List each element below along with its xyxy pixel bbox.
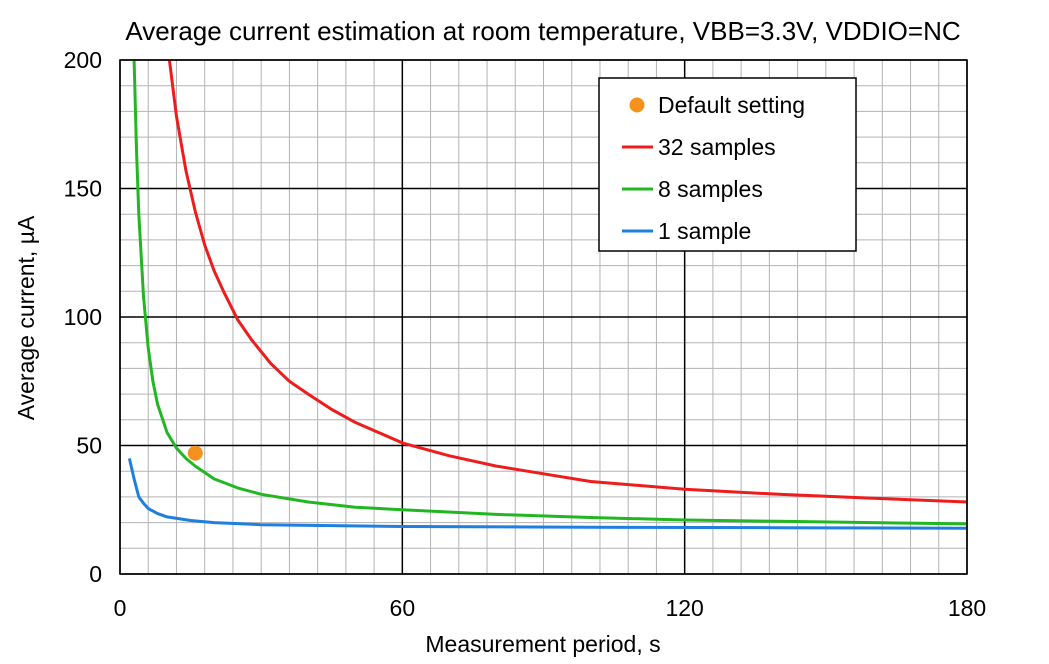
x-axis-ticks: 0 60 120 180 xyxy=(114,595,987,621)
series-layer xyxy=(127,59,968,530)
x-tick-label: 60 xyxy=(390,595,416,621)
legend-label-32-samples: 32 samples xyxy=(658,134,776,160)
series-line-32-samples xyxy=(167,59,968,504)
legend-label-8-samples: 8 samples xyxy=(658,176,763,202)
y-axis-label: Average current, µA xyxy=(13,215,39,420)
y-tick-label: 150 xyxy=(64,176,102,202)
x-axis-label: Measurement period, s xyxy=(425,631,660,657)
y-tick-label: 50 xyxy=(76,433,102,459)
x-tick-label: 0 xyxy=(114,595,127,621)
y-tick-label: 0 xyxy=(89,561,102,587)
y-axis-ticks: 0 50 100 150 200 xyxy=(64,47,102,587)
legend-label-1-sample: 1 sample xyxy=(658,218,751,244)
legend: Default setting 32 samples 8 samples 1 samp… xyxy=(598,77,857,252)
y-tick-label: 100 xyxy=(64,304,102,330)
x-tick-label: 180 xyxy=(948,595,986,621)
y-tick-label: 200 xyxy=(64,47,102,73)
plot-frame xyxy=(119,59,968,575)
chart-title: Average current estimation at room tempe… xyxy=(125,16,960,46)
legend-marker-default-setting xyxy=(629,97,645,113)
x-tick-label: 120 xyxy=(665,595,703,621)
series-line-1-sample xyxy=(127,458,968,530)
data-point-default-setting xyxy=(187,445,203,461)
legend-label-default-setting: Default setting xyxy=(658,92,805,118)
series-line-8-samples xyxy=(132,59,968,526)
